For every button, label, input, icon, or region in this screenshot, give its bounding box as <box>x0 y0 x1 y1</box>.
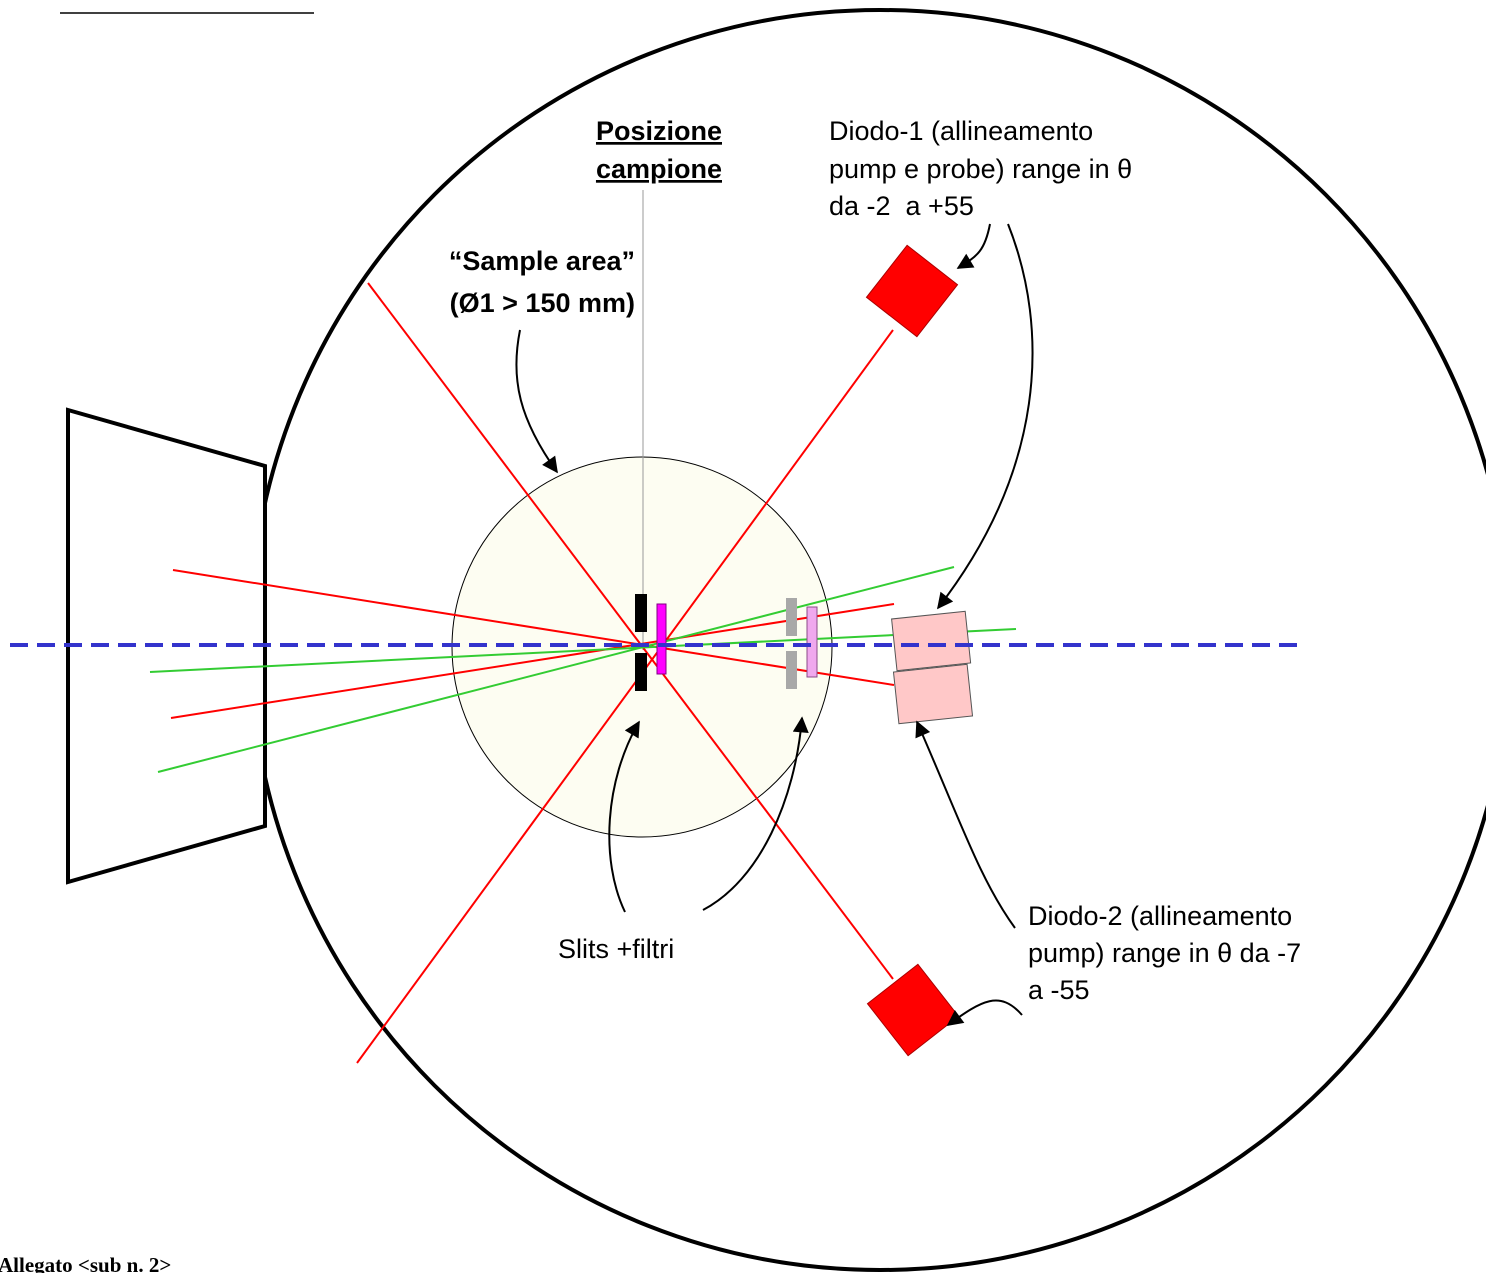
green-beams <box>149 566 1017 773</box>
red-beam-diagonal-1 <box>367 282 894 980</box>
arrow-diodo2-to-pink <box>915 720 1016 929</box>
label-posizione: Posizione <box>596 116 722 146</box>
entrance-port <box>66 407 267 885</box>
arrow-diodo2-to-diode <box>946 999 1023 1026</box>
diode-1 <box>865 244 959 338</box>
red-beam-lower <box>170 603 895 719</box>
red-beam-upper <box>172 569 895 686</box>
annotation-arrows <box>515 223 1034 1026</box>
green-beam-2 <box>157 566 955 773</box>
arrow-slits-2 <box>702 716 809 911</box>
slit-gray-upper <box>786 598 797 636</box>
red-beam-diagonal-2 <box>356 329 894 1064</box>
label-diodo1-line3: da -2 a +55 <box>829 191 974 221</box>
arrow-diodo1-to-pink <box>937 223 1034 610</box>
diode-pink-lower <box>892 663 974 725</box>
slit-upper <box>635 594 647 632</box>
green-beam-1 <box>149 628 1017 673</box>
label-diodo1-line1: Diodo-1 (allineamento <box>829 116 1093 146</box>
label-sample-diameter: (Ø1 > 150 mm) <box>450 288 635 318</box>
label-diodo2-line3: a -55 <box>1028 975 1090 1005</box>
footer-caption: Allegato <sub n. 2> <box>0 1253 171 1273</box>
label-diodo2-line1: Diodo-2 (allineamento <box>1028 901 1292 931</box>
slit-lower <box>635 653 647 691</box>
label-campione: campione <box>596 154 722 184</box>
filter-magenta <box>656 603 667 675</box>
slit-gray-lower <box>786 651 797 689</box>
filter-pink <box>806 606 818 678</box>
label-diodo2-line2: pump) range in θ da -7 <box>1028 938 1301 968</box>
arrow-diodo1-to-diode <box>956 223 991 269</box>
diode-2 <box>866 963 960 1057</box>
label-diodo1-line2: pump e probe) range in θ <box>829 154 1132 184</box>
arrow-slits-1 <box>608 720 640 913</box>
red-beams <box>170 282 895 1064</box>
label-sample-area: “Sample area” <box>449 246 635 276</box>
diode-pink-upper <box>891 610 972 672</box>
arrow-sample-area <box>515 329 558 474</box>
label-slits: Slits +filtri <box>558 934 674 964</box>
